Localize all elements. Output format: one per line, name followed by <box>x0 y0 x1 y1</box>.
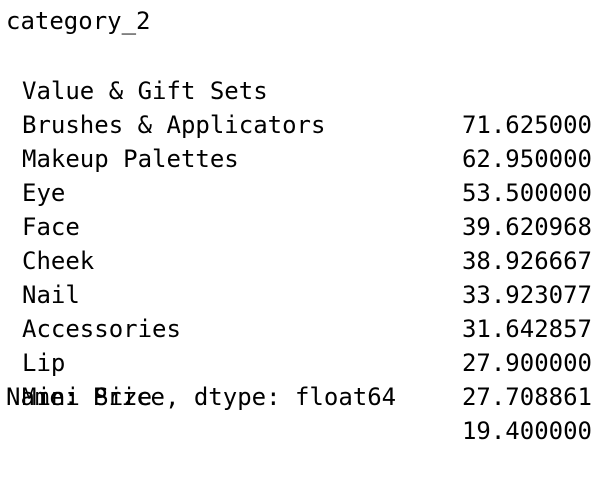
series-row: Makeup Palettes 53.500000 <box>0 108 604 207</box>
row-value: 31.642857 <box>461 315 592 343</box>
series-row: Brushes & Applicators 62.950000 <box>0 74 604 173</box>
row-label: Lip <box>22 349 66 377</box>
row-label: Value & Gift Sets <box>22 77 268 105</box>
series-output: category_2 Value & Gift Sets 71.625000 B… <box>0 7 604 445</box>
row-label: Face <box>22 213 80 241</box>
row-label: Makeup Palettes <box>22 145 239 173</box>
series-footer: Name: Price, dtype: float64 <box>6 383 397 411</box>
series-row: Value & Gift Sets 71.625000 <box>0 40 604 139</box>
row-value: 62.950000 <box>461 145 592 173</box>
series-row: Mini Size 19.400000 <box>0 346 604 445</box>
series-row: Face 38.926667 <box>0 176 604 275</box>
row-value: 27.708861 <box>461 383 592 411</box>
series-row: Lip 27.708861 <box>0 312 604 411</box>
row-value: 39.620968 <box>461 213 592 241</box>
series-row: Nail 31.642857 <box>0 244 604 343</box>
index-name: category_2 <box>6 7 151 35</box>
row-value: 71.625000 <box>461 111 592 139</box>
row-label: Accessories <box>22 315 181 343</box>
row-value: 53.500000 <box>461 179 592 207</box>
series-row: Cheek 33.923077 <box>0 210 604 309</box>
series-row: Accessories 27.900000 <box>0 278 604 377</box>
row-label: Cheek <box>22 247 95 275</box>
series-row: Eye 39.620968 <box>0 142 604 241</box>
row-value: 38.926667 <box>461 247 592 275</box>
row-label: Nail <box>22 281 80 309</box>
row-label: Brushes & Applicators <box>22 111 326 139</box>
row-label: Mini Size <box>22 383 153 411</box>
row-value: 19.400000 <box>461 417 592 445</box>
row-label: Eye <box>22 179 66 207</box>
row-value: 27.900000 <box>461 349 592 377</box>
row-value: 33.923077 <box>461 281 592 309</box>
